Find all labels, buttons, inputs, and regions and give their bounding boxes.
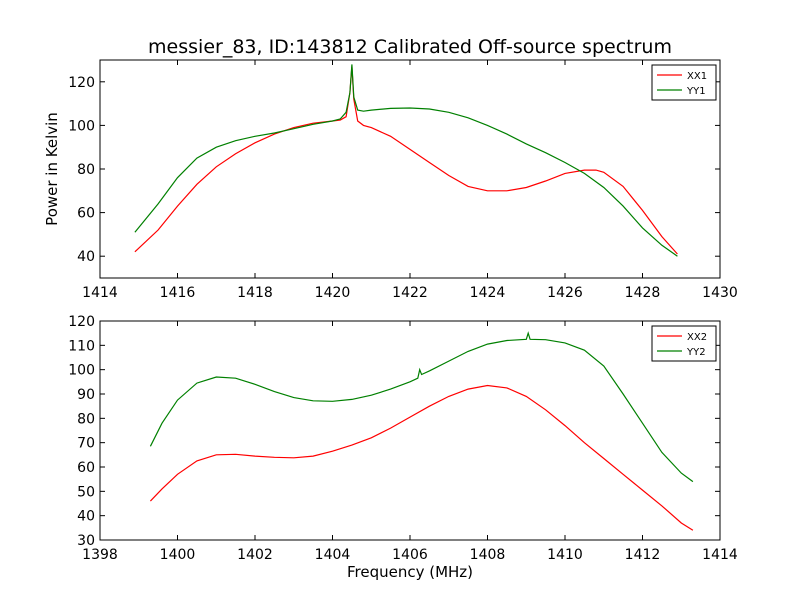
x-tick-label: 1414 (702, 547, 738, 563)
top-plot: 1414 1416 1418 1420 1422 1424 1426 1428 1430 40 60… (43, 59, 738, 301)
y-tick-label: 60 (77, 460, 95, 476)
y-tick-label: 100 (68, 118, 95, 134)
x-tick-label: 1426 (547, 285, 583, 301)
y-tick-label: 90 (77, 387, 95, 403)
series-line-yy1 (134, 64, 678, 257)
series-line-yy2 (149, 331, 694, 483)
x-tick-label: 1428 (625, 285, 661, 301)
series-group (149, 331, 694, 531)
series-line-xx1 (134, 66, 678, 255)
legend-box (651, 325, 717, 362)
series-line-xx2 (149, 384, 694, 531)
y-tick-label: 40 (77, 249, 95, 265)
bottom-plot: 1398 1400 1402 1404 1406 1408 1410 1412 1414 30 40… (68, 314, 738, 581)
x-tick-label: 1418 (237, 285, 273, 301)
legend-label: XX1 (687, 71, 707, 82)
y-tick-label: 70 (77, 436, 95, 452)
y-axis-label: Power in Kelvin (43, 112, 61, 226)
y-tick-label: 50 (77, 484, 95, 500)
legend-label: YY1 (686, 86, 706, 97)
y-tick-label: 110 (68, 338, 95, 354)
x-tick-label: 1424 (470, 285, 506, 301)
chart-title: messier_83, ID:143812 Calibrated Off-sou… (148, 36, 672, 58)
y-tick-label: 30 (77, 533, 95, 549)
y-tick-label: 100 (68, 363, 95, 379)
x-tick-label: 1414 (82, 285, 118, 301)
x-tick-label: 1398 (82, 547, 118, 563)
x-axis-label: Frequency (MHz) (347, 563, 473, 581)
x-tick-label: 1412 (625, 547, 661, 563)
x-tick-label: 1406 (392, 547, 428, 563)
y-tick-label: 80 (77, 162, 95, 178)
y-tick-label: 120 (68, 75, 95, 91)
x-tick-label: 1420 (315, 285, 351, 301)
y-tick-label: 40 (77, 509, 95, 525)
x-tick-label: 1400 (160, 547, 196, 563)
x-tick-label: 1408 (470, 547, 506, 563)
legend-label: XX2 (687, 332, 707, 343)
series-group (134, 64, 678, 257)
x-tick-label: 1416 (160, 285, 196, 301)
legend-label: YY2 (686, 347, 706, 358)
legend-box (651, 64, 717, 101)
x-tick-label: 1404 (315, 547, 351, 563)
x-tick-label: 1430 (702, 285, 738, 301)
y-tick-label: 120 (68, 314, 95, 330)
x-tick-label: 1402 (237, 547, 273, 563)
x-tick-label: 1410 (547, 547, 583, 563)
y-tick-label: 60 (77, 206, 95, 222)
y-tick-label: 80 (77, 411, 95, 427)
x-tick-label: 1422 (392, 285, 428, 301)
